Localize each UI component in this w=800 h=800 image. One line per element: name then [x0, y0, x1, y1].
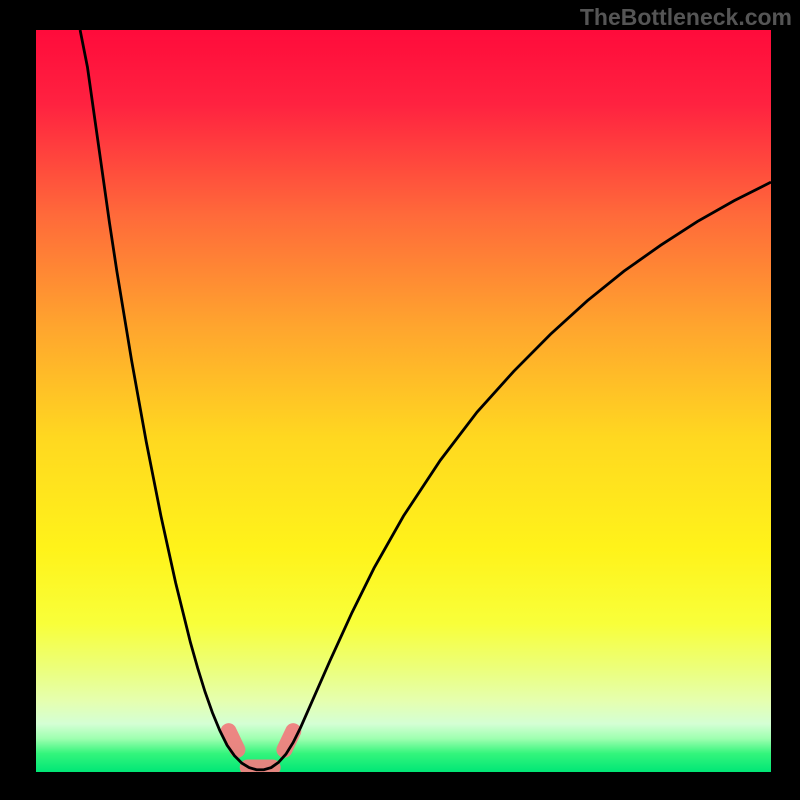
bottleneck-plot	[36, 30, 771, 772]
watermark-text: TheBottleneck.com	[580, 4, 792, 31]
gradient-background	[36, 30, 771, 772]
chart-stage: TheBottleneck.com	[0, 0, 800, 800]
